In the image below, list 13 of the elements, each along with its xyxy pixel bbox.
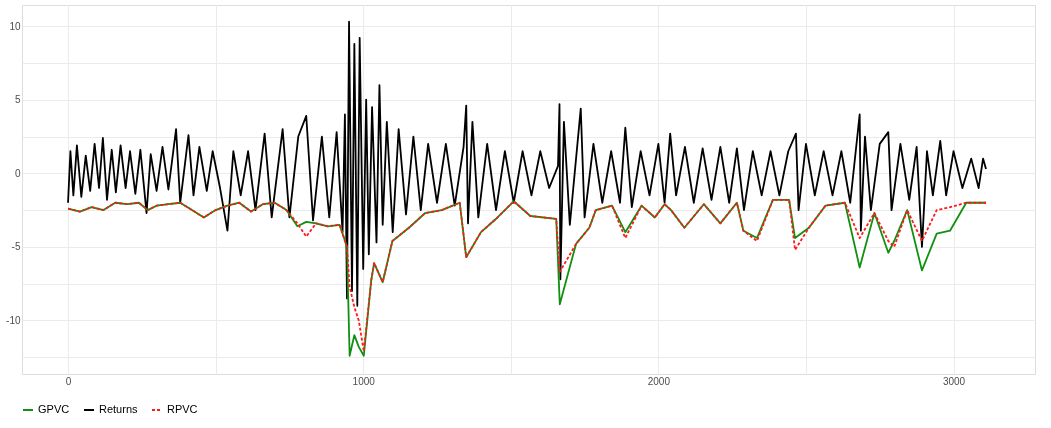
x-tick-label: 1000	[352, 375, 376, 387]
y-tick-label: 0	[14, 167, 21, 179]
legend-label: RPVC	[167, 403, 198, 415]
y-tick-label: -5	[11, 241, 21, 253]
y-tick-label: -10	[6, 314, 21, 326]
x-tick-label: 3000	[942, 375, 966, 387]
y-tick-label: 10	[9, 20, 21, 32]
legend-label: GPVC	[38, 403, 70, 415]
legend-label: Returns	[99, 403, 139, 415]
x-tick-label: 0	[65, 375, 72, 387]
x-tick-label: 2000	[647, 375, 671, 387]
y-tick-label: 5	[14, 94, 21, 106]
line-series	[67, 20, 987, 307]
